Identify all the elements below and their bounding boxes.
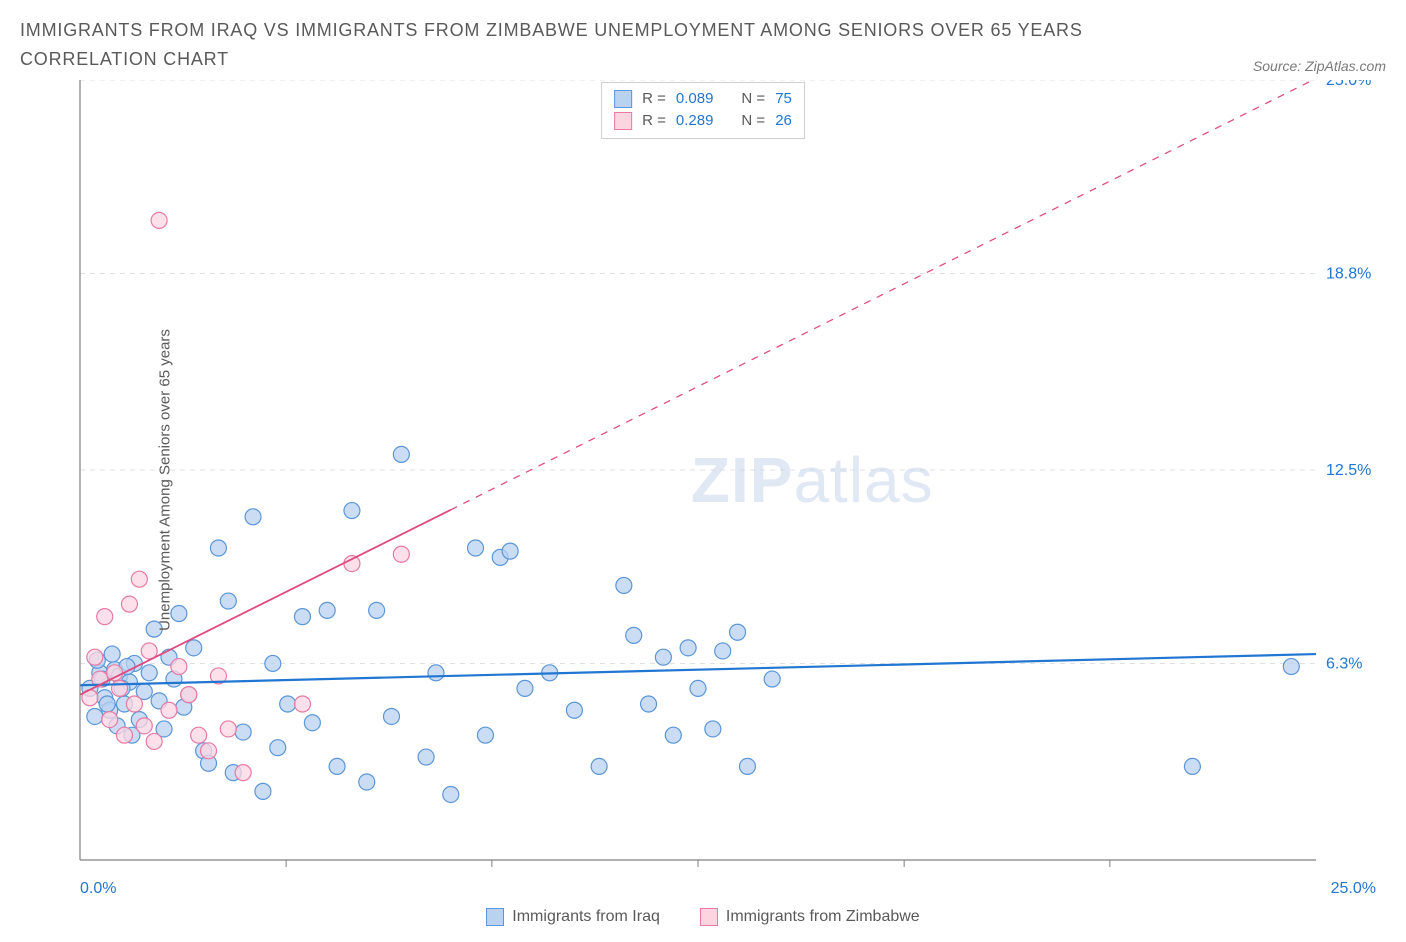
chart-title: IMMIGRANTS FROM IRAQ VS IMMIGRANTS FROM … [20,16,1120,74]
legend-item: Immigrants from Zimbabwe [700,908,920,926]
n-label: N = [741,88,765,111]
source-label: Source: ZipAtlas.com [1253,58,1386,74]
x-axis-min: 0.0% [80,880,116,898]
x-axis-max: 25.0% [1331,880,1376,898]
svg-text:25.0%: 25.0% [1326,80,1371,89]
r-value: 0.089 [676,88,714,111]
stats-legend: R = 0.089 N = 75 R = 0.289 N = 26 [601,82,805,139]
legend-label: Immigrants from Iraq [512,908,660,926]
y-axis-label: Unemployment Among Seniors over 65 years [156,329,173,631]
svg-text:6.3%: 6.3% [1326,655,1362,672]
r-label: R = [642,88,666,111]
svg-text:12.5%: 12.5% [1326,462,1371,479]
stats-row: R = 0.289 N = 26 [614,110,792,133]
legend-swatch [614,90,632,108]
legend-label: Immigrants from Zimbabwe [726,908,920,926]
legend-swatch [700,908,718,926]
series-legend: Immigrants from Iraq Immigrants from Zimb… [20,908,1386,926]
legend-swatch [486,908,504,926]
legend-item: Immigrants from Iraq [486,908,660,926]
n-value: 75 [775,88,792,111]
r-value: 0.289 [676,110,714,133]
stats-row: R = 0.089 N = 75 [614,88,792,111]
r-label: R = [642,110,666,133]
svg-text:18.8%: 18.8% [1326,265,1371,282]
scatter-chart: 6.3% 12.5% 18.8% 25.0% [20,80,1386,880]
n-value: 26 [775,110,792,133]
legend-swatch [614,112,632,130]
n-label: N = [741,110,765,133]
